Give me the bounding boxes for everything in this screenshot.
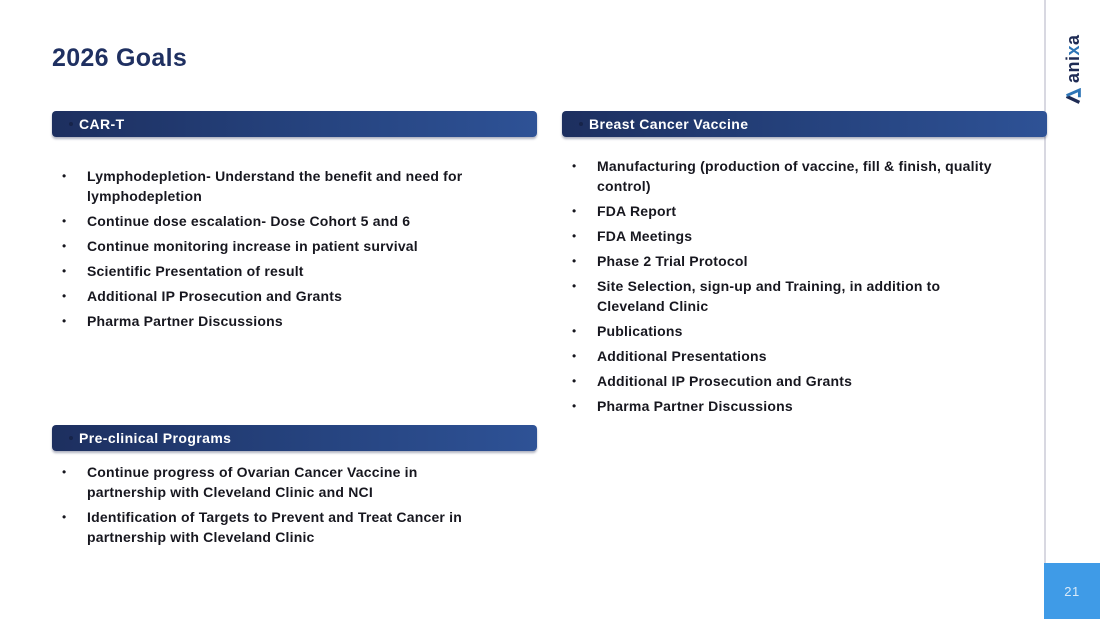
pre-clinical-programs-bullet-list: • Continue progress of Ovarian Cancer Vac… xyxy=(52,462,522,552)
bullet-icon: • xyxy=(572,374,577,388)
list-item-text: FDA Meetings xyxy=(597,228,693,244)
list-item: • Scientific Presentation of result xyxy=(52,261,522,281)
header-bullet-dot xyxy=(69,122,73,126)
section-header-pre-clinical-programs: Pre-clinical Programs xyxy=(52,425,537,451)
list-item: • Identification of Targets to Prevent an… xyxy=(52,507,522,547)
logo-text-part2: x xyxy=(1063,44,1083,56)
list-item-text: Identification of Targets to Prevent and… xyxy=(87,509,463,545)
list-item: • Phase 2 Trial Protocol xyxy=(562,251,1042,271)
list-item-text: Lymphodepletion- Understand the benefit … xyxy=(87,168,463,204)
bullet-icon: • xyxy=(62,289,67,303)
list-item: • Pharma Partner Discussions xyxy=(562,396,1042,416)
logo-text-part1: ani xyxy=(1063,55,1083,83)
section-header-label: CAR-T xyxy=(79,116,125,132)
anixa-logo-text: anixa xyxy=(1063,34,1083,83)
list-item: • Lymphodepletion- Understand the benefit… xyxy=(52,166,522,206)
list-item-text: Manufacturing (production of vaccine, fi… xyxy=(597,158,992,194)
list-item-text: Publications xyxy=(597,323,683,339)
list-item: • Continue progress of Ovarian Cancer Vac… xyxy=(52,462,522,502)
section-header-car-t: CAR-T xyxy=(52,111,537,137)
list-item-text: Additional IP Prosecution and Grants xyxy=(597,373,853,389)
bullet-icon: • xyxy=(572,279,577,293)
list-item: • Manufacturing (production of vaccine, f… xyxy=(562,156,1042,196)
list-item-text: Phase 2 Trial Protocol xyxy=(597,253,748,269)
list-item-text: Pharma Partner Discussions xyxy=(597,398,793,414)
list-item: • Continue monitoring increase in patient… xyxy=(52,236,522,256)
anixa-logo: anixa xyxy=(1060,16,1086,104)
bullet-icon: • xyxy=(62,239,67,253)
list-item-text: Additional Presentations xyxy=(597,348,767,364)
page-number: 21 xyxy=(1064,583,1080,599)
page-title: 2026 Goals xyxy=(52,44,188,72)
list-item-text: FDA Report xyxy=(597,203,677,219)
list-item-text: Continue dose escalation- Dose Cohort 5 … xyxy=(87,213,411,229)
bullet-icon: • xyxy=(62,214,67,228)
list-item: • Site Selection, sign-up and Training, i… xyxy=(562,276,1042,316)
page-number-badge: 21 xyxy=(1044,563,1100,619)
bullet-icon: • xyxy=(572,204,577,218)
right-divider-line xyxy=(1044,0,1046,563)
bullet-icon: • xyxy=(572,229,577,243)
section-header-label: Pre-clinical Programs xyxy=(79,430,232,446)
anixa-triangle-logo-icon xyxy=(1065,88,1081,104)
list-item: • Pharma Partner Discussions xyxy=(52,311,522,331)
bullet-icon: • xyxy=(62,314,67,328)
header-bullet-dot xyxy=(69,436,73,440)
list-item: • Continue dose escalation- Dose Cohort 5… xyxy=(52,211,522,231)
bullet-icon: • xyxy=(572,159,577,173)
list-item: • FDA Meetings xyxy=(562,226,1042,246)
list-item-text: Continue progress of Ovarian Cancer Vacc… xyxy=(87,464,418,500)
section-header-label: Breast Cancer Vaccine xyxy=(589,116,749,132)
list-item-text: Pharma Partner Discussions xyxy=(87,313,283,329)
section-header-breast-cancer-vaccine: Breast Cancer Vaccine xyxy=(562,111,1047,137)
list-item: • Publications xyxy=(562,321,1042,341)
bullet-icon: • xyxy=(572,349,577,363)
header-bullet-dot xyxy=(579,122,583,126)
bullet-icon: • xyxy=(572,324,577,338)
list-item: • FDA Report xyxy=(562,201,1042,221)
bullet-icon: • xyxy=(62,169,67,183)
list-item: • Additional IP Prosecution and Grants xyxy=(52,286,522,306)
breast-cancer-vaccine-bullet-list: • Manufacturing (production of vaccine, f… xyxy=(562,156,1042,421)
bullet-icon: • xyxy=(62,510,67,524)
list-item-text: Site Selection, sign-up and Training, in… xyxy=(597,278,941,314)
list-item-text: Continue monitoring increase in patient … xyxy=(87,238,418,254)
list-item: • Additional Presentations xyxy=(562,346,1042,366)
bullet-icon: • xyxy=(572,254,577,268)
list-item-text: Additional IP Prosecution and Grants xyxy=(87,288,343,304)
logo-text-part3: a xyxy=(1063,34,1083,45)
bullet-icon: • xyxy=(62,465,67,479)
bullet-icon: • xyxy=(572,399,577,413)
car-t-bullet-list: • Lymphodepletion- Understand the benefit… xyxy=(52,166,522,336)
list-item: • Additional IP Prosecution and Grants xyxy=(562,371,1042,391)
bullet-icon: • xyxy=(62,264,67,278)
list-item-text: Scientific Presentation of result xyxy=(87,263,304,279)
